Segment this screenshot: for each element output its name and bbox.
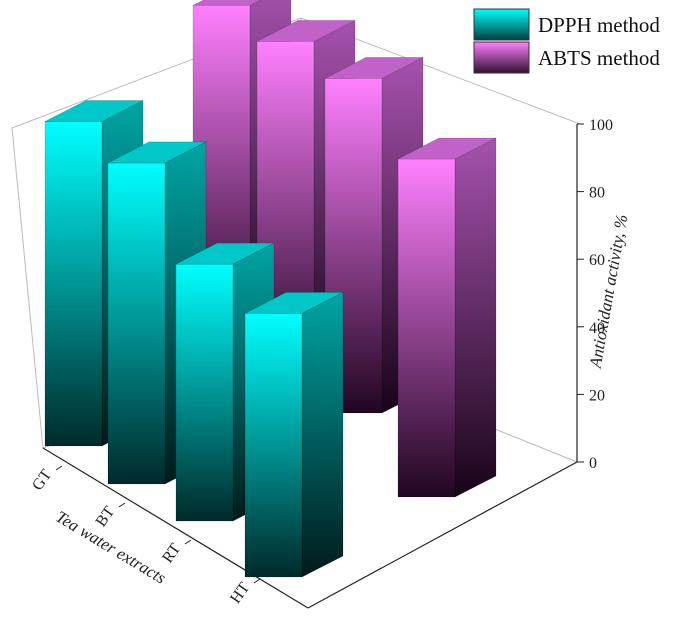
bar-side-face	[301, 291, 344, 578]
z-tick-label: 60	[589, 252, 605, 269]
bar-front-face	[397, 158, 456, 498]
bar-top-face	[107, 141, 207, 164]
z-tick-label: 80	[589, 185, 605, 202]
x-tick-rt	[184, 539, 192, 545]
x-tick-label: RT	[159, 540, 184, 566]
frame-floor-front-left	[42, 447, 309, 609]
bar-front-face	[107, 162, 166, 485]
bar-top-face	[192, 0, 262, 6]
legend-swatch-dpph	[473, 8, 530, 41]
legend: DPPH method ABTS method	[473, 8, 660, 74]
z-tick-label: 0	[589, 455, 597, 472]
z-axis-label: Antioxidant activity, %	[586, 213, 632, 370]
x-tick-label: HT	[227, 579, 253, 606]
frame-back-left-vertical	[11, 127, 44, 449]
x-tick-label: GT	[29, 466, 55, 493]
bar-top-face	[175, 242, 275, 265]
x-tick-ht	[253, 578, 261, 584]
bar-abts-ht	[397, 137, 497, 498]
bar-top-face	[256, 20, 356, 42]
x-tick-gt	[55, 465, 63, 471]
x-tick-label: BT	[93, 503, 119, 530]
legend-label-abts: ABTS method	[538, 46, 660, 70]
bar-front-face	[175, 263, 234, 522]
bar-side-face	[454, 137, 497, 498]
z-tick-label: 40	[589, 320, 605, 337]
bar-front-face	[244, 313, 303, 578]
bar-top-face	[397, 137, 497, 160]
bar-dpph-ht	[244, 291, 344, 578]
bars-group	[44, 0, 497, 578]
bar-front-face	[44, 121, 103, 447]
bar-top-face	[324, 57, 424, 79]
bar-top-face	[44, 100, 144, 122]
legend-label-dpph: DPPH method	[538, 13, 660, 37]
frame-floor-front-right	[307, 461, 578, 609]
z-tick-label: 20	[589, 387, 605, 404]
x-tick-bt	[118, 502, 126, 508]
z-tick-label: 100	[589, 117, 613, 134]
z-axis: 0 20 40 60 80 100	[577, 117, 613, 472]
legend-swatch-abts	[473, 41, 530, 74]
bar-top-face	[244, 292, 344, 314]
